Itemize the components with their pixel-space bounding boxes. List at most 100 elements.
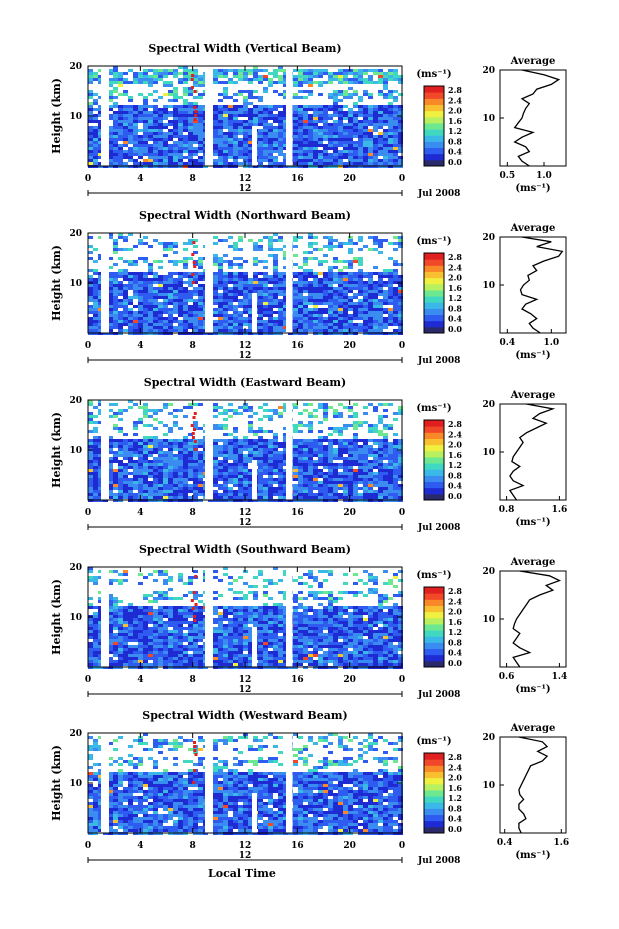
heatmap-cell bbox=[293, 263, 298, 266]
heatmap-cell bbox=[313, 290, 318, 293]
heatmap-cell bbox=[353, 120, 358, 123]
heatmap-cell bbox=[263, 451, 268, 454]
heatmap-cell bbox=[363, 472, 368, 475]
heatmap-cell bbox=[113, 263, 118, 266]
heatmap-cell bbox=[173, 120, 178, 123]
heatmap-cell bbox=[148, 266, 153, 269]
heatmap-cell bbox=[298, 290, 303, 293]
heatmap-cell bbox=[118, 233, 123, 236]
heatmap-cell bbox=[228, 329, 233, 332]
heatmap-cell bbox=[303, 317, 308, 320]
heatmap-cell bbox=[323, 275, 328, 278]
heatmap-cell bbox=[348, 296, 353, 299]
heatmap-cell bbox=[263, 493, 268, 496]
heatmap-cell bbox=[158, 108, 163, 111]
heatmap-cell bbox=[268, 448, 273, 451]
heatmap-cell bbox=[258, 150, 263, 153]
heatmap-cell bbox=[338, 114, 343, 117]
heatmap-cell bbox=[333, 317, 338, 320]
heatmap-cell bbox=[303, 132, 308, 135]
heatmap-cell bbox=[318, 114, 323, 117]
heatmap-cell bbox=[193, 72, 198, 75]
heatmap-cell bbox=[308, 236, 313, 239]
heatmap-cell bbox=[148, 75, 153, 78]
heatmap-cell bbox=[93, 314, 98, 317]
heatmap-cell bbox=[333, 275, 338, 278]
heatmap-cell bbox=[278, 442, 283, 445]
heatmap-cell bbox=[398, 126, 403, 129]
heatmap-cell bbox=[138, 487, 143, 490]
heatmap-cell bbox=[243, 472, 248, 475]
heatmap-cell bbox=[133, 129, 138, 132]
heatmap-cell bbox=[213, 242, 218, 245]
colorbar-swatch bbox=[424, 487, 444, 495]
heatmap-cell bbox=[228, 305, 233, 308]
heatmap-cell bbox=[128, 454, 133, 457]
heatmap-cell bbox=[178, 457, 183, 460]
heatmap-cell bbox=[338, 272, 343, 275]
heatmap-cell bbox=[363, 245, 368, 248]
heatmap-cell bbox=[153, 493, 158, 496]
heatmap-cell bbox=[343, 424, 348, 427]
heatmap-cell bbox=[333, 484, 338, 487]
heatmap-cell bbox=[93, 487, 98, 490]
heatmap-cell bbox=[118, 108, 123, 111]
heatmap-cell bbox=[188, 403, 193, 406]
heatmap-cell bbox=[278, 463, 283, 466]
heatmap-cell bbox=[228, 138, 233, 141]
heatmap-cell bbox=[263, 469, 268, 472]
heatmap-cell bbox=[258, 478, 263, 481]
heatmap-cell bbox=[318, 299, 323, 302]
heatmap-cell bbox=[323, 412, 328, 415]
heatmap-cell bbox=[358, 132, 363, 135]
heatmap-cell bbox=[213, 260, 218, 263]
heatmap-cell bbox=[328, 144, 333, 147]
heatmap-cell bbox=[393, 287, 398, 290]
heatmap-cell bbox=[223, 317, 228, 320]
heatmap-cell bbox=[108, 69, 113, 72]
heatmap-cell bbox=[233, 129, 238, 132]
heatmap-cell bbox=[198, 463, 203, 466]
heatmap-cell bbox=[383, 487, 388, 490]
heatmap-cell bbox=[298, 114, 303, 117]
heatmap-cell bbox=[153, 299, 158, 302]
heatmap-cell bbox=[313, 293, 318, 296]
heatmap-cell bbox=[218, 123, 223, 126]
heatmap-cell bbox=[148, 487, 153, 490]
heatmap-cell bbox=[283, 463, 288, 466]
heatmap-cell bbox=[258, 272, 263, 275]
heatmap-cell bbox=[128, 463, 133, 466]
heatmap-cell bbox=[248, 329, 253, 332]
heatmap-cell bbox=[108, 108, 113, 111]
heatmap-cell bbox=[153, 293, 158, 296]
heatmap-cell bbox=[243, 305, 248, 308]
heatmap-cell bbox=[343, 329, 348, 332]
date-label: Jul 2008 bbox=[417, 189, 460, 199]
heatmap-cell bbox=[98, 484, 103, 487]
heatmap-cell bbox=[158, 132, 163, 135]
x-tick-label: 4 bbox=[137, 341, 143, 351]
heatmap-cell bbox=[393, 299, 398, 302]
heatmap-cell bbox=[368, 132, 373, 135]
heatmap-cell bbox=[88, 663, 93, 666]
colorbar-tick-label: 0.4 bbox=[448, 481, 462, 491]
heatmap-cell bbox=[283, 111, 288, 114]
heatmap-cell bbox=[168, 490, 173, 493]
heatmap-cell bbox=[193, 314, 198, 317]
heatmap-cell bbox=[303, 323, 308, 326]
heatmap-cell bbox=[223, 126, 228, 129]
heatmap-cell bbox=[228, 96, 233, 99]
heatmap-cell bbox=[108, 81, 113, 84]
heatmap-cell bbox=[183, 308, 188, 311]
heatmap-cell bbox=[398, 445, 403, 448]
heatmap-cell bbox=[388, 320, 393, 323]
heatmap-cell bbox=[108, 296, 113, 299]
heatmap-cell bbox=[113, 484, 118, 487]
heatmap-cell bbox=[98, 284, 103, 287]
heatmap-cell bbox=[303, 269, 308, 272]
heatmap-cell bbox=[163, 159, 168, 162]
heatmap-cell bbox=[233, 162, 238, 165]
heatmap-cell bbox=[258, 81, 263, 84]
heatmap-cell bbox=[278, 445, 283, 448]
heatmap-cell bbox=[353, 326, 358, 329]
